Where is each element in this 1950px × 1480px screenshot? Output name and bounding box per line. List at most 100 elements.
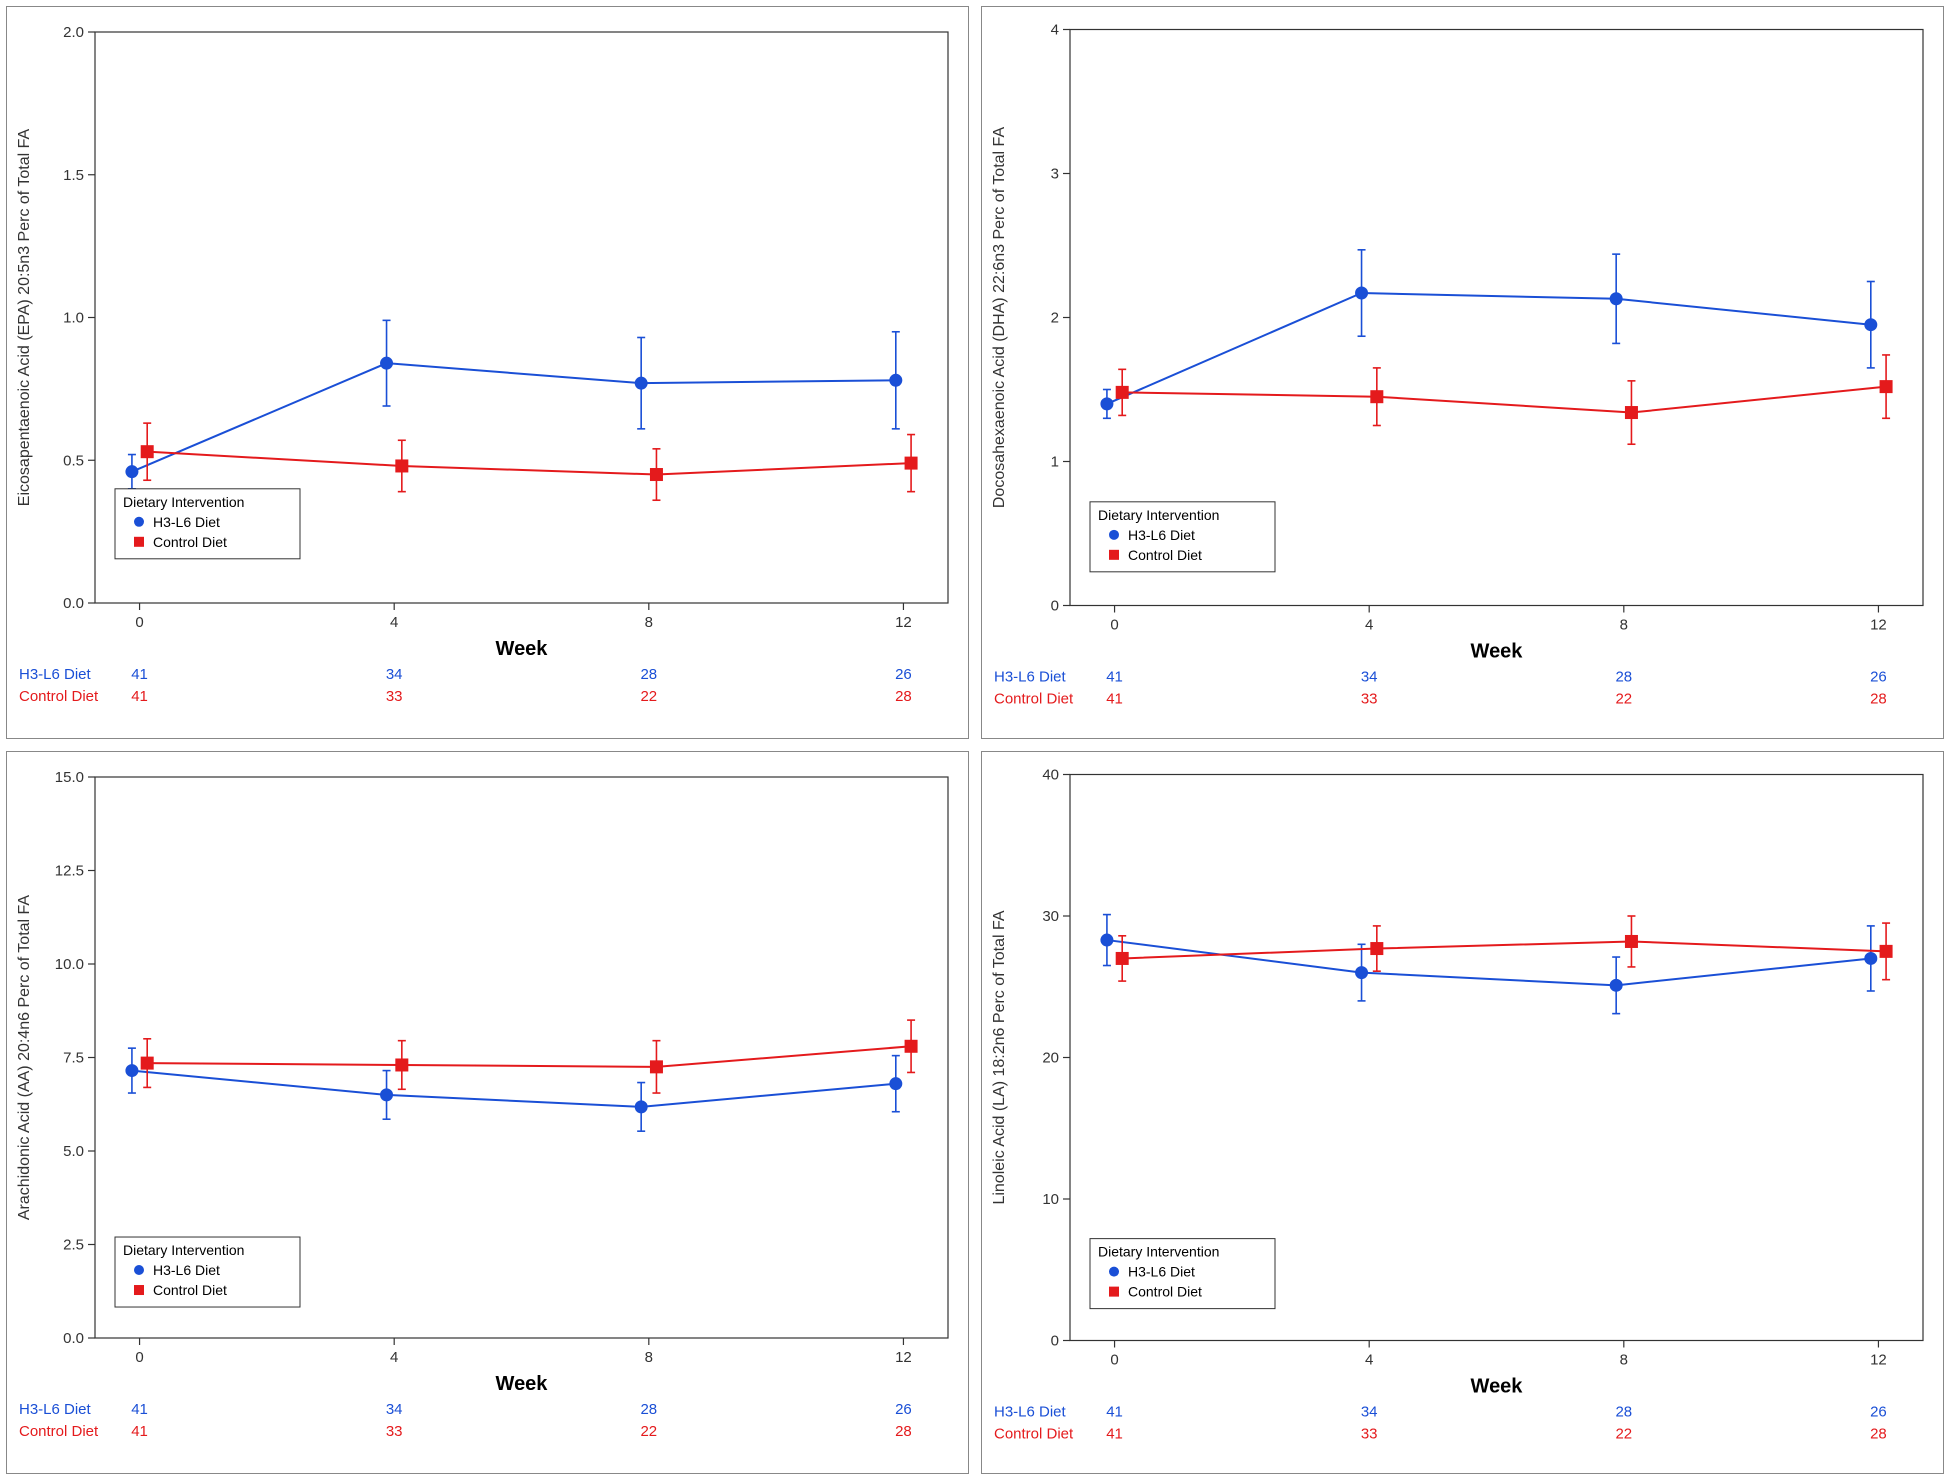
svg-text:41: 41 xyxy=(1106,1426,1123,1443)
chart-aa: 0.0 2.5 5.0 7.5 10.0 12.5 15.0 0 4 8 12 Arachidonic… xyxy=(7,752,968,1473)
svg-text:34: 34 xyxy=(1361,1404,1378,1421)
svg-text:4: 4 xyxy=(1365,1352,1373,1369)
chart-dha: 0123404812Docosahexaenoic Acid (DHA) 22:… xyxy=(982,7,1943,738)
svg-text:0: 0 xyxy=(135,1349,143,1366)
svg-text:Control Diet: Control Diet xyxy=(153,534,227,550)
svg-text:28: 28 xyxy=(1615,1404,1632,1421)
panel-dha: 0123404812Docosahexaenoic Acid (DHA) 22:… xyxy=(975,0,1950,745)
svg-text:26: 26 xyxy=(1870,669,1887,686)
svg-text:H3-L6 Diet: H3-L6 Diet xyxy=(1128,527,1195,543)
svg-text:Docosahexaenoic Acid (DHA) 22:: Docosahexaenoic Acid (DHA) 22:6n3 Perc o… xyxy=(991,127,1008,509)
svg-text:41: 41 xyxy=(1106,1404,1123,1421)
svg-text:0: 0 xyxy=(1110,1352,1118,1369)
svg-text:Dietary Intervention: Dietary Intervention xyxy=(123,494,244,510)
svg-text:Control Diet: Control Diet xyxy=(19,688,99,705)
svg-text:H3-L6 Diet: H3-L6 Diet xyxy=(153,514,220,530)
svg-text:Control Diet: Control Diet xyxy=(19,1423,99,1440)
svg-text:Control Diet: Control Diet xyxy=(1128,1284,1202,1300)
svg-text:41: 41 xyxy=(131,688,148,705)
svg-text:34: 34 xyxy=(1361,669,1378,686)
svg-text:34: 34 xyxy=(386,666,403,683)
svg-text:Control Diet: Control Diet xyxy=(994,1426,1074,1443)
svg-text:10: 10 xyxy=(1042,1191,1059,1208)
svg-text:4: 4 xyxy=(390,1349,398,1366)
svg-text:7.5: 7.5 xyxy=(63,1050,84,1067)
chart-la: 0 10 20 30 40 0 4 8 12 Linoleic Acid (LA) 18:2n6 … xyxy=(982,752,1943,1473)
svg-text:0: 0 xyxy=(1051,1333,1059,1350)
svg-text:26: 26 xyxy=(895,666,912,683)
panel-epa-inner: 0.00.51.01.52.004812Eicosapentaenoic Aci… xyxy=(6,6,969,739)
svg-text:28: 28 xyxy=(1870,1426,1887,1443)
svg-text:41: 41 xyxy=(1106,691,1123,708)
svg-text:12.5: 12.5 xyxy=(55,863,84,880)
svg-text:H3-L6 Diet: H3-L6 Diet xyxy=(994,669,1067,686)
svg-text:0: 0 xyxy=(1051,598,1059,615)
svg-text:33: 33 xyxy=(386,1423,403,1440)
chart-epa: 0.00.51.01.52.004812Eicosapentaenoic Aci… xyxy=(7,7,968,738)
svg-text:28: 28 xyxy=(895,688,912,705)
svg-text:3: 3 xyxy=(1051,166,1059,183)
panel-aa: 0.0 2.5 5.0 7.5 10.0 12.5 15.0 0 4 8 12 Arachidonic… xyxy=(0,745,975,1480)
svg-text:0: 0 xyxy=(1110,617,1118,634)
svg-text:33: 33 xyxy=(1361,691,1378,708)
svg-text:41: 41 xyxy=(131,1401,148,1418)
svg-text:28: 28 xyxy=(640,1401,657,1418)
svg-text:28: 28 xyxy=(640,666,657,683)
svg-text:33: 33 xyxy=(1361,1426,1378,1443)
svg-text:Dietary Intervention: Dietary Intervention xyxy=(123,1242,244,1258)
svg-text:Dietary Intervention: Dietary Intervention xyxy=(1098,507,1219,523)
svg-text:8: 8 xyxy=(1620,1352,1628,1369)
svg-text:41: 41 xyxy=(131,666,148,683)
svg-text:22: 22 xyxy=(1615,691,1632,708)
svg-text:H3-L6 Diet: H3-L6 Diet xyxy=(19,1401,92,1418)
svg-text:Week: Week xyxy=(1471,641,1524,663)
svg-text:Control Diet: Control Diet xyxy=(153,1282,227,1298)
panel-la: 0 10 20 30 40 0 4 8 12 Linoleic Acid (LA) 18:2n6 … xyxy=(975,745,1950,1480)
svg-text:26: 26 xyxy=(1870,1404,1887,1421)
svg-text:Week: Week xyxy=(496,1373,549,1395)
svg-text:28: 28 xyxy=(1615,669,1632,686)
svg-text:H3-L6 Diet: H3-L6 Diet xyxy=(1128,1264,1195,1280)
svg-text:1: 1 xyxy=(1051,454,1059,471)
svg-text:12: 12 xyxy=(1870,617,1887,634)
svg-text:0.0: 0.0 xyxy=(63,595,84,612)
svg-text:0.0: 0.0 xyxy=(63,1330,84,1347)
svg-text:22: 22 xyxy=(1615,1426,1632,1443)
svg-text:Arachidonic Acid (AA) 20:4n6 P: Arachidonic Acid (AA) 20:4n6 Perc of Tot… xyxy=(16,895,33,1221)
svg-text:Linoleic Acid (LA) 18:2n6 Perc: Linoleic Acid (LA) 18:2n6 Perc of Total … xyxy=(991,910,1008,1204)
svg-text:12: 12 xyxy=(895,1349,912,1366)
svg-text:20: 20 xyxy=(1042,1050,1059,1067)
svg-text:22: 22 xyxy=(640,688,657,705)
svg-text:H3-L6 Diet: H3-L6 Diet xyxy=(994,1404,1067,1421)
svg-text:28: 28 xyxy=(895,1423,912,1440)
svg-text:2: 2 xyxy=(1051,310,1059,327)
panel-aa-inner: 0.0 2.5 5.0 7.5 10.0 12.5 15.0 0 4 8 12 Arachidonic… xyxy=(6,751,969,1474)
svg-text:34: 34 xyxy=(386,1401,403,1418)
svg-text:4: 4 xyxy=(1051,22,1059,39)
svg-text:Control Diet: Control Diet xyxy=(994,691,1074,708)
svg-text:15.0: 15.0 xyxy=(55,769,84,786)
panel-epa: 0.00.51.01.52.004812Eicosapentaenoic Aci… xyxy=(0,0,975,745)
svg-text:8: 8 xyxy=(645,1349,653,1366)
svg-text:2.5: 2.5 xyxy=(63,1237,84,1254)
svg-text:Eicosapentaenoic Acid (EPA) 20: Eicosapentaenoic Acid (EPA) 20:5n3 Perc … xyxy=(16,128,33,506)
svg-text:1.5: 1.5 xyxy=(63,167,84,184)
svg-text:0: 0 xyxy=(135,614,143,631)
svg-text:2.0: 2.0 xyxy=(63,24,84,41)
svg-text:12: 12 xyxy=(1870,1352,1887,1369)
svg-text:10.0: 10.0 xyxy=(55,956,84,973)
svg-text:40: 40 xyxy=(1042,767,1059,784)
svg-text:41: 41 xyxy=(1106,669,1123,686)
svg-text:41: 41 xyxy=(131,1423,148,1440)
svg-text:30: 30 xyxy=(1042,908,1059,925)
svg-text:H3-L6 Diet: H3-L6 Diet xyxy=(19,666,92,683)
svg-text:4: 4 xyxy=(1365,617,1373,634)
svg-text:8: 8 xyxy=(1620,617,1628,634)
svg-text:Dietary Intervention: Dietary Intervention xyxy=(1098,1244,1219,1260)
svg-text:28: 28 xyxy=(1870,691,1887,708)
svg-text:26: 26 xyxy=(895,1401,912,1418)
svg-text:5.0: 5.0 xyxy=(63,1143,84,1160)
svg-text:8: 8 xyxy=(645,614,653,631)
svg-text:33: 33 xyxy=(386,688,403,705)
panel-dha-inner: 0123404812Docosahexaenoic Acid (DHA) 22:… xyxy=(981,6,1944,739)
